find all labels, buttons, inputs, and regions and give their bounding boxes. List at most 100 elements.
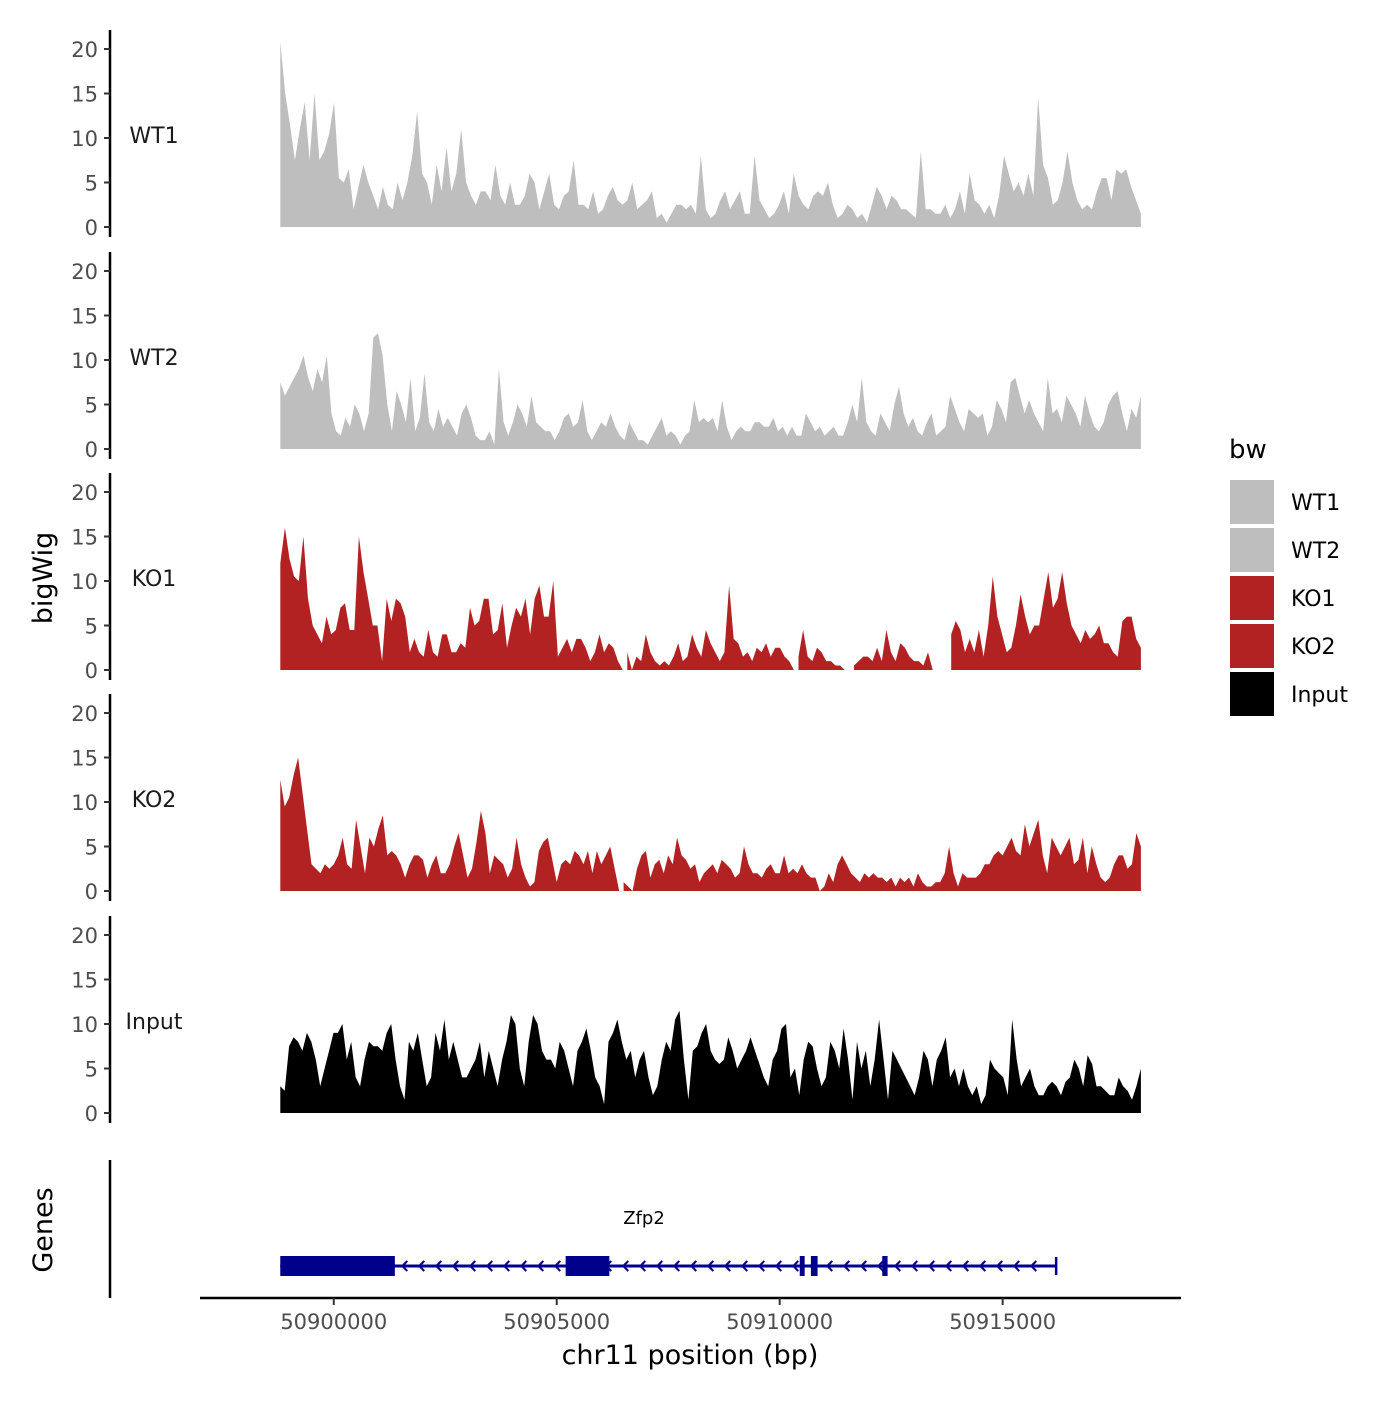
y-tick-label: 10 (71, 1013, 98, 1037)
y-tick-label: 5 (85, 394, 98, 418)
legend-title: bw (1229, 435, 1267, 465)
y-tick-label: 10 (71, 791, 98, 815)
y-tick-label: 15 (71, 305, 98, 329)
gene-exon (799, 1256, 805, 1276)
strand-arrow-icon (417, 1260, 425, 1272)
strand-arrow-icon (995, 1260, 1003, 1272)
track-input: 0 5 10 15 20 Input (71, 916, 1141, 1126)
strand-arrow-icon (655, 1260, 663, 1272)
coverage-area-wt1 (280, 41, 1141, 228)
gene-exon (810, 1256, 818, 1276)
legend-item-ko2: KO2 (1230, 624, 1336, 668)
legend-item-wt1: WT1 (1230, 480, 1340, 524)
legend-swatch (1230, 528, 1274, 572)
track-ko1: 0 5 10 15 20 KO1 (71, 473, 1141, 683)
legend-item-wt2: WT2 (1230, 528, 1340, 572)
coverage-area-ko2 (280, 757, 1141, 891)
y-tick-label: 20 (71, 924, 98, 948)
strand-arrow-icon (876, 1260, 884, 1272)
legend-label: WT1 (1291, 491, 1340, 516)
legend: bw WT1 WT2 KO1 KO2 Input (1229, 435, 1348, 716)
strand-arrow-icon (757, 1260, 765, 1272)
strand-arrow-icon (689, 1260, 697, 1272)
y-tick-label: 0 (85, 438, 98, 462)
genes-panel: Zfp2 (108, 1160, 1058, 1298)
x-tick-label: 50915000 (949, 1310, 1056, 1334)
y-tick-label: 15 (71, 526, 98, 550)
x-tick-label: 50900000 (280, 1310, 387, 1334)
y-tick-label: 20 (71, 702, 98, 726)
strand-arrow-icon (1029, 1260, 1037, 1272)
strand-arrow-icon (451, 1260, 459, 1272)
strand-arrow-icon (944, 1260, 952, 1272)
track-wt1: 0 5 10 15 20 WT1 (71, 30, 1141, 240)
y-tick-label: 5 (85, 1058, 98, 1082)
strand-arrow-icon (893, 1260, 901, 1272)
coverage-area-ko1 (280, 527, 1141, 670)
x-tick-label: 50905000 (503, 1310, 610, 1334)
legend-label: WT2 (1291, 539, 1340, 564)
legend-swatch (1230, 672, 1274, 716)
gene-exon (882, 1256, 888, 1276)
strand-arrow-icon (1012, 1260, 1020, 1272)
strand-arrow-icon (502, 1260, 510, 1272)
y-tick-label: 10 (71, 570, 98, 594)
track-wt2: 0 5 10 15 20 WT2 (71, 252, 1141, 462)
strand-arrow-icon (553, 1260, 561, 1272)
strand-arrow-icon (468, 1260, 476, 1272)
strand-arrow-icon (638, 1260, 646, 1272)
y-tick-label: 0 (85, 1102, 98, 1126)
genes-axis-label: Genes (28, 1187, 59, 1272)
strand-arrow-icon (859, 1260, 867, 1272)
track-label: WT2 (129, 346, 178, 371)
legend-item-input: Input (1230, 672, 1348, 716)
track-ko2: 0 5 10 15 20 KO2 (71, 694, 1141, 904)
legend-swatch (1230, 576, 1274, 620)
strand-arrow-icon (842, 1260, 850, 1272)
gene-zfp2: Zfp2 (280, 1208, 1058, 1276)
coverage-area-wt2 (280, 333, 1141, 449)
strand-arrow-icon (706, 1260, 714, 1272)
y-tick-label: 15 (71, 83, 98, 107)
legend-label: Input (1291, 683, 1348, 708)
y-tick-label: 20 (71, 38, 98, 62)
y-tick-label: 20 (71, 481, 98, 505)
y-tick-label: 0 (85, 216, 98, 240)
track-label: KO1 (132, 567, 177, 592)
strand-arrow-icon (910, 1260, 918, 1272)
strand-arrow-icon (774, 1260, 782, 1272)
strand-arrow-icon (723, 1260, 731, 1272)
legend-label: KO2 (1291, 635, 1336, 660)
y-tick-label: 20 (71, 260, 98, 284)
gene-name-label: Zfp2 (623, 1208, 665, 1229)
strand-arrow-icon (621, 1260, 629, 1272)
y-tick-label: 5 (85, 172, 98, 196)
y-tick-label: 0 (85, 659, 98, 683)
y-tick-label: 10 (71, 127, 98, 151)
strand-arrow-icon (400, 1260, 408, 1272)
strand-arrow-icon (791, 1260, 799, 1272)
y-axis-label: bigWig (28, 532, 59, 625)
x-tick-label: 50910000 (726, 1310, 833, 1334)
strand-arrow-icon (519, 1260, 527, 1272)
strand-arrow-icon (536, 1260, 544, 1272)
track-label: KO2 (132, 788, 177, 813)
y-tick-label: 10 (71, 349, 98, 373)
y-tick-label: 5 (85, 836, 98, 860)
strand-arrow-icon (978, 1260, 986, 1272)
gene-exon (280, 1256, 395, 1276)
track-label: WT1 (129, 124, 178, 149)
gene-exon (565, 1256, 610, 1276)
track-label: Input (126, 1010, 183, 1035)
legend-swatch (1230, 624, 1274, 668)
legend-label: KO1 (1291, 587, 1336, 612)
strand-arrow-icon (740, 1260, 748, 1272)
strand-arrow-icon (672, 1260, 680, 1272)
legend-swatch (1230, 480, 1274, 524)
y-tick-label: 0 (85, 880, 98, 904)
strand-arrow-icon (434, 1260, 442, 1272)
strand-arrow-icon (485, 1260, 493, 1272)
y-tick-label: 15 (71, 969, 98, 993)
track-panels: 0 5 10 15 20 WT1 0 5 10 15 20 WT2 0 5 10 15 20 KO1 0 5 10 15 2… (71, 30, 1141, 1126)
